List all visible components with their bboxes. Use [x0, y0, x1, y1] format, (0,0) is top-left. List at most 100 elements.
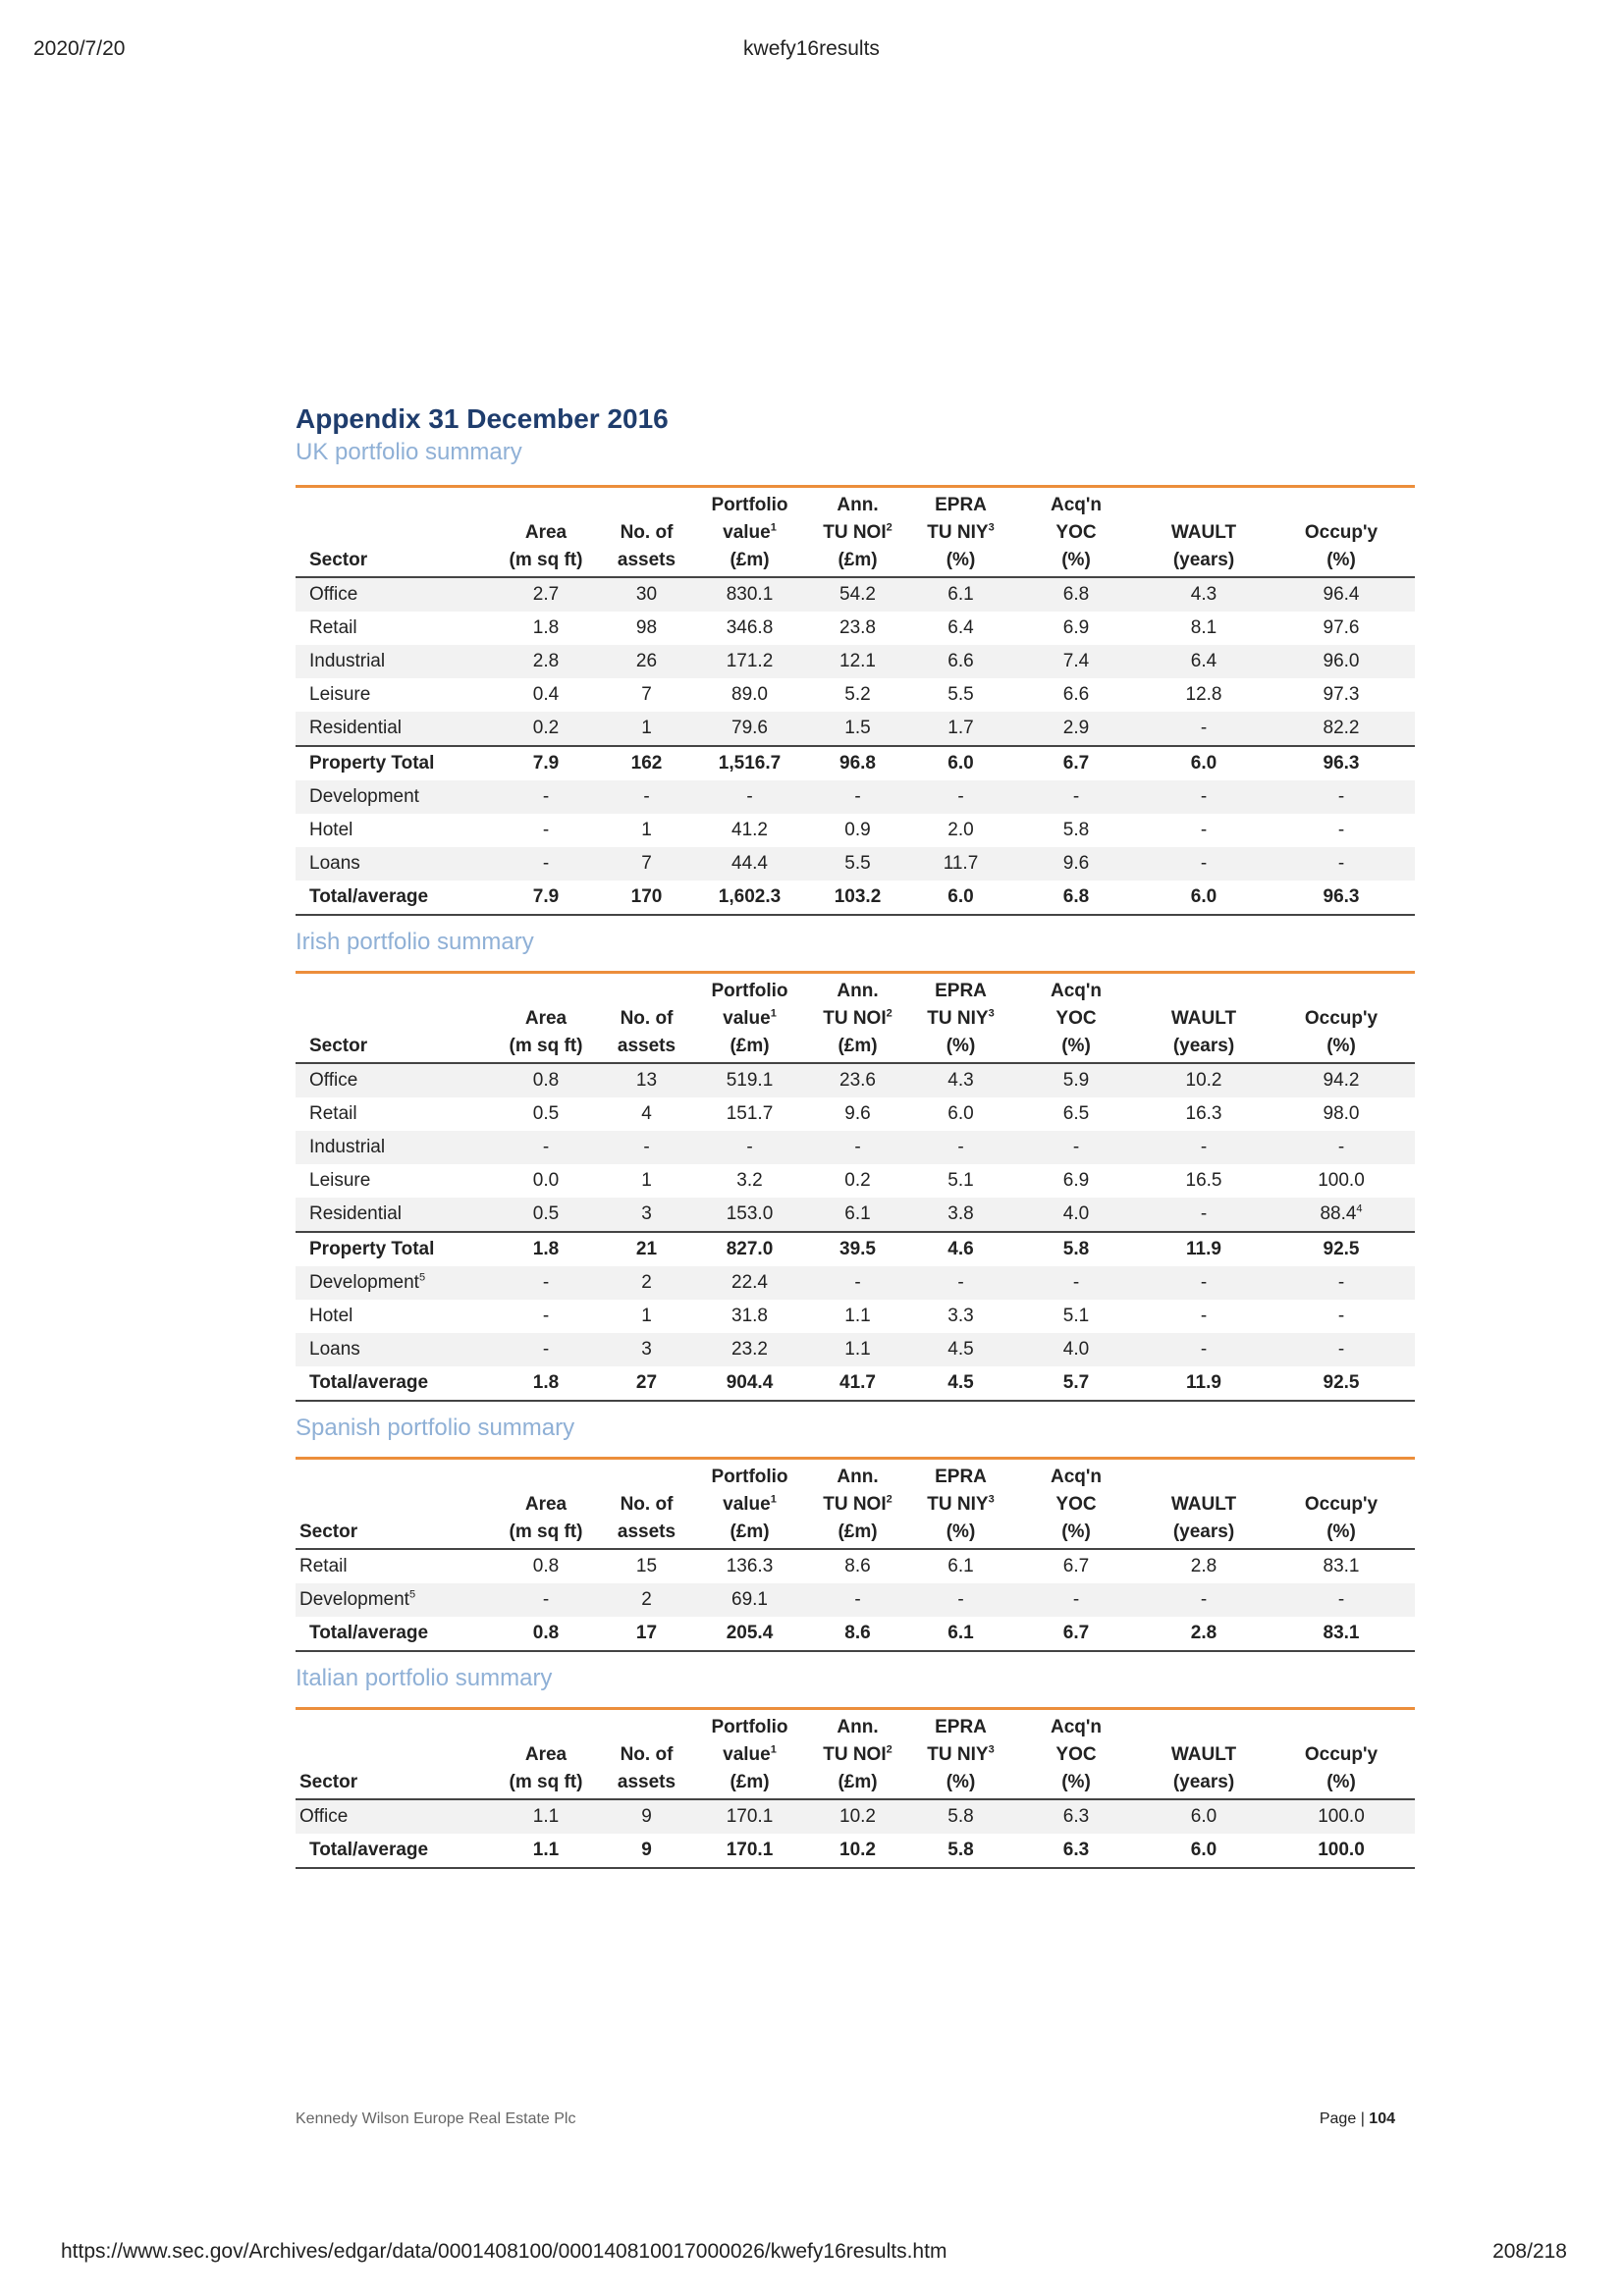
cell-yoc: 5.1 [1012, 1300, 1140, 1333]
table-row: Property Total 1.8 21 827.0 39.5 4.6 5.8 11.9 92… [296, 1232, 1415, 1266]
cell-assets-value: 7 [641, 684, 652, 705]
cell-assets: 13 [600, 1063, 693, 1097]
col-wault: WAULT (years) [1140, 1708, 1268, 1800]
cell-noi-value: 6.1 [844, 1203, 871, 1224]
cell-area-value: 1.8 [532, 617, 560, 638]
col-wault-text: WAULT [1170, 1744, 1237, 1765]
sector-name: Hotel [309, 1306, 353, 1326]
cell-noi: 23.6 [806, 1063, 909, 1097]
cell-area-value: 0.5 [532, 1203, 560, 1224]
col-tu-noi-text: (£m) [838, 1772, 878, 1792]
es-portfolio-table: Sector Area (m sq ft) No. of assets Portfolio… [296, 1457, 1415, 1652]
cell-area-value: 7.9 [532, 753, 560, 774]
cell-assets: 170 [600, 881, 693, 916]
cell-occ-value: 100.0 [1318, 1840, 1365, 1860]
cell-assets: 21 [600, 1232, 693, 1266]
cell-assets-value: 9 [641, 1840, 652, 1860]
cell-occ-value: 83.1 [1323, 1556, 1360, 1576]
cell-yoc: - [1012, 780, 1140, 814]
cell-niy-value: - [957, 1589, 964, 1610]
cell-assets-value: 21 [635, 1239, 658, 1259]
cell-value: - [693, 1131, 806, 1164]
cell-area-value: 0.4 [532, 684, 560, 705]
col-acq-yoc: Acq'n YOC (%) [1012, 486, 1140, 578]
cell-niy: 1.7 [909, 712, 1012, 747]
cell-yoc-value: - [1072, 1137, 1080, 1157]
col-tu-niy-text: EPRA [935, 1717, 987, 1737]
cell-yoc-value: 4.0 [1062, 1203, 1090, 1224]
cell-assets: 1 [600, 814, 693, 847]
cell-assets-value: 1 [641, 718, 652, 738]
cell-area: 2.7 [492, 577, 600, 612]
col-acq-yoc-text: YOC [1055, 1494, 1097, 1515]
sector-name: Retail [309, 1103, 357, 1124]
uk-portfolio-table: Sector Area (m sq ft) No. of assets Portfolio… [296, 485, 1415, 916]
cell-noi-value: 5.5 [844, 853, 871, 874]
cell-niy-value: 5.5 [947, 684, 974, 705]
cell-noi-value: - [854, 1589, 861, 1610]
col-tu-noi-footnote: 2 [886, 1493, 893, 1506]
cell-yoc-value: - [1072, 1589, 1080, 1610]
col-tu-noi-text: (£m) [838, 1036, 878, 1056]
col-sector-text: Sector [309, 1036, 368, 1056]
cell-area-value: - [542, 1137, 550, 1157]
uk-section-title: UK portfolio summary [296, 439, 522, 465]
cell-assets: 27 [600, 1366, 693, 1402]
cell-area: 0.8 [492, 1063, 600, 1097]
col-tu-niy-text: (%) [946, 550, 976, 570]
cell-value: 205.4 [693, 1617, 806, 1652]
col-portfolio-value: Portfolio value1 (£m) [693, 1708, 806, 1800]
col-acq-yoc-text: (%) [1061, 1036, 1091, 1056]
cell-value: 1,516.7 [693, 746, 806, 780]
cell-assets-value: 17 [635, 1623, 658, 1643]
it-portfolio-table: Sector Area (m sq ft) No. of assets Portfolio… [296, 1707, 1415, 1869]
col-tu-noi-text: (£m) [838, 1522, 878, 1542]
cell-wault-value: 16.3 [1185, 1103, 1222, 1124]
table-row: Residential 0.5 3 153.0 6.1 3.8 4.0 - 88.44 [296, 1198, 1415, 1233]
table-header-row: Sector Area (m sq ft) No. of assets Portfolio… [296, 486, 1415, 578]
footer-page-value: 104 [1369, 2110, 1395, 2127]
cell-value: 153.0 [693, 1198, 806, 1233]
cell-assets: 30 [600, 577, 693, 612]
cell-area: 1.1 [492, 1799, 600, 1834]
col-assets-text: No. of [620, 522, 674, 543]
table-row: Hotel - 1 41.2 0.9 2.0 5.8 - - [296, 814, 1415, 847]
cell-occ: 98.0 [1268, 1097, 1415, 1131]
cell-assets: 98 [600, 612, 693, 645]
irish-table-slot: Sector Area (m sq ft) No. of assets Portfolio… [296, 971, 1415, 1402]
cell-yoc-value: 6.3 [1062, 1806, 1090, 1827]
cell-wault: 4.3 [1140, 577, 1268, 612]
cell-occ-value: 94.2 [1323, 1070, 1360, 1091]
col-area-text: (m sq ft) [509, 550, 583, 570]
cell-wault: - [1140, 1583, 1268, 1617]
cell-area-value: 0.8 [532, 1070, 560, 1091]
print-page-count: 208/218 [1492, 2240, 1567, 2263]
col-tu-niy-text: TU NIY [927, 1008, 989, 1029]
cell-yoc: 6.8 [1012, 577, 1140, 612]
cell-noi-value: 23.8 [839, 617, 876, 638]
print-page-title: kwefy16results [743, 37, 880, 60]
cell-wault: 12.8 [1140, 678, 1268, 712]
col-assets-text: assets [617, 550, 676, 570]
cell-niy: 6.6 [909, 645, 1012, 678]
cell-niy-value: 11.7 [943, 853, 979, 874]
cell-occ: 100.0 [1268, 1799, 1415, 1834]
cell-wault-value: 2.8 [1190, 1623, 1217, 1643]
cell-occ-value: - [1337, 820, 1345, 840]
cell-occ: - [1268, 814, 1415, 847]
cell-wault-value: 12.8 [1185, 684, 1222, 705]
cell-occ-value: 96.3 [1323, 753, 1360, 774]
col-assets: No. of assets [600, 1708, 693, 1800]
cell-area: 0.5 [492, 1097, 600, 1131]
cell-niy-value: 6.1 [947, 584, 974, 605]
col-tu-niy-text: EPRA [935, 495, 987, 515]
cell-niy-value: 6.0 [947, 753, 974, 774]
table-row: Property Total 7.9 162 1,516.7 96.8 6.0 6.7 6.0… [296, 746, 1415, 780]
cell-wault: - [1140, 1198, 1268, 1233]
col-occupancy: Occup'y (%) [1268, 972, 1415, 1064]
cell-value-value: 44.4 [731, 853, 768, 874]
col-portfolio-value-text: value [723, 1744, 771, 1765]
cell-wault-value: - [1200, 1137, 1208, 1157]
cell-yoc-value: 9.6 [1062, 853, 1090, 874]
cell-sector: Development [296, 780, 492, 814]
